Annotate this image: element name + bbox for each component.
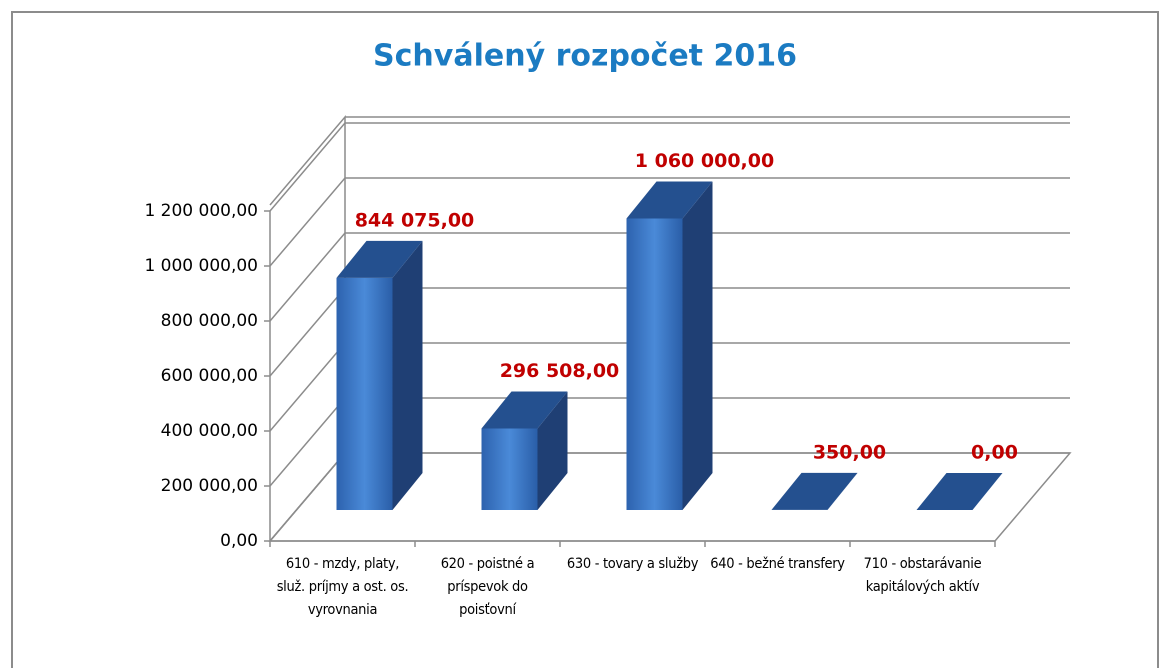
x-tick-label: 710 - obstarávanie kapitálových aktív bbox=[863, 556, 982, 595]
bar bbox=[481, 428, 538, 510]
frame bbox=[11, 11, 1159, 668]
x-tick-label: 630 - tovary a služby bbox=[566, 556, 699, 572]
chart-title: Schválený rozpočet 2016 bbox=[373, 39, 797, 74]
data-label: 0,00 bbox=[971, 442, 1018, 464]
y-tick-label: 1 000 000,00 bbox=[144, 256, 258, 276]
bar-top bbox=[626, 181, 713, 219]
y-tick-label: 600 000,00 bbox=[161, 366, 258, 386]
y-tick-label: 200 000,00 bbox=[161, 476, 258, 496]
bar-top bbox=[916, 473, 1003, 510]
grid-line bbox=[269, 232, 1070, 322]
x-tick-label: 640 - bežné transfery bbox=[710, 556, 845, 572]
x-tick-label: 620 - poistné a príspevok do poisťovní bbox=[440, 556, 535, 618]
data-label: 350,00 bbox=[813, 441, 886, 463]
bar-top bbox=[336, 240, 423, 278]
grid-line bbox=[269, 122, 1070, 212]
y-tick-label: 400 000,00 bbox=[161, 421, 258, 441]
bar bbox=[626, 218, 683, 510]
bar-side bbox=[537, 391, 568, 510]
bar-side bbox=[827, 472, 858, 510]
y-tick-label: 1 200 000,00 bbox=[144, 201, 258, 221]
data-label: 296 508,00 bbox=[500, 360, 620, 382]
bar bbox=[336, 277, 393, 510]
y-tick-label: 800 000,00 bbox=[161, 311, 258, 331]
side-wall bbox=[269, 114, 346, 542]
data-label: 844 075,00 bbox=[355, 209, 475, 231]
x-tick-label: 610 - mzdy, platy, služ. príjmy a ost. o… bbox=[276, 556, 409, 618]
data-label: 1 060 000,00 bbox=[635, 150, 774, 172]
bar-side bbox=[392, 240, 423, 510]
grid-line bbox=[269, 177, 1070, 267]
bar-top bbox=[481, 391, 568, 429]
bar-top bbox=[771, 472, 858, 510]
y-tick-label: 0,00 bbox=[220, 531, 258, 551]
bar-side bbox=[682, 181, 713, 510]
